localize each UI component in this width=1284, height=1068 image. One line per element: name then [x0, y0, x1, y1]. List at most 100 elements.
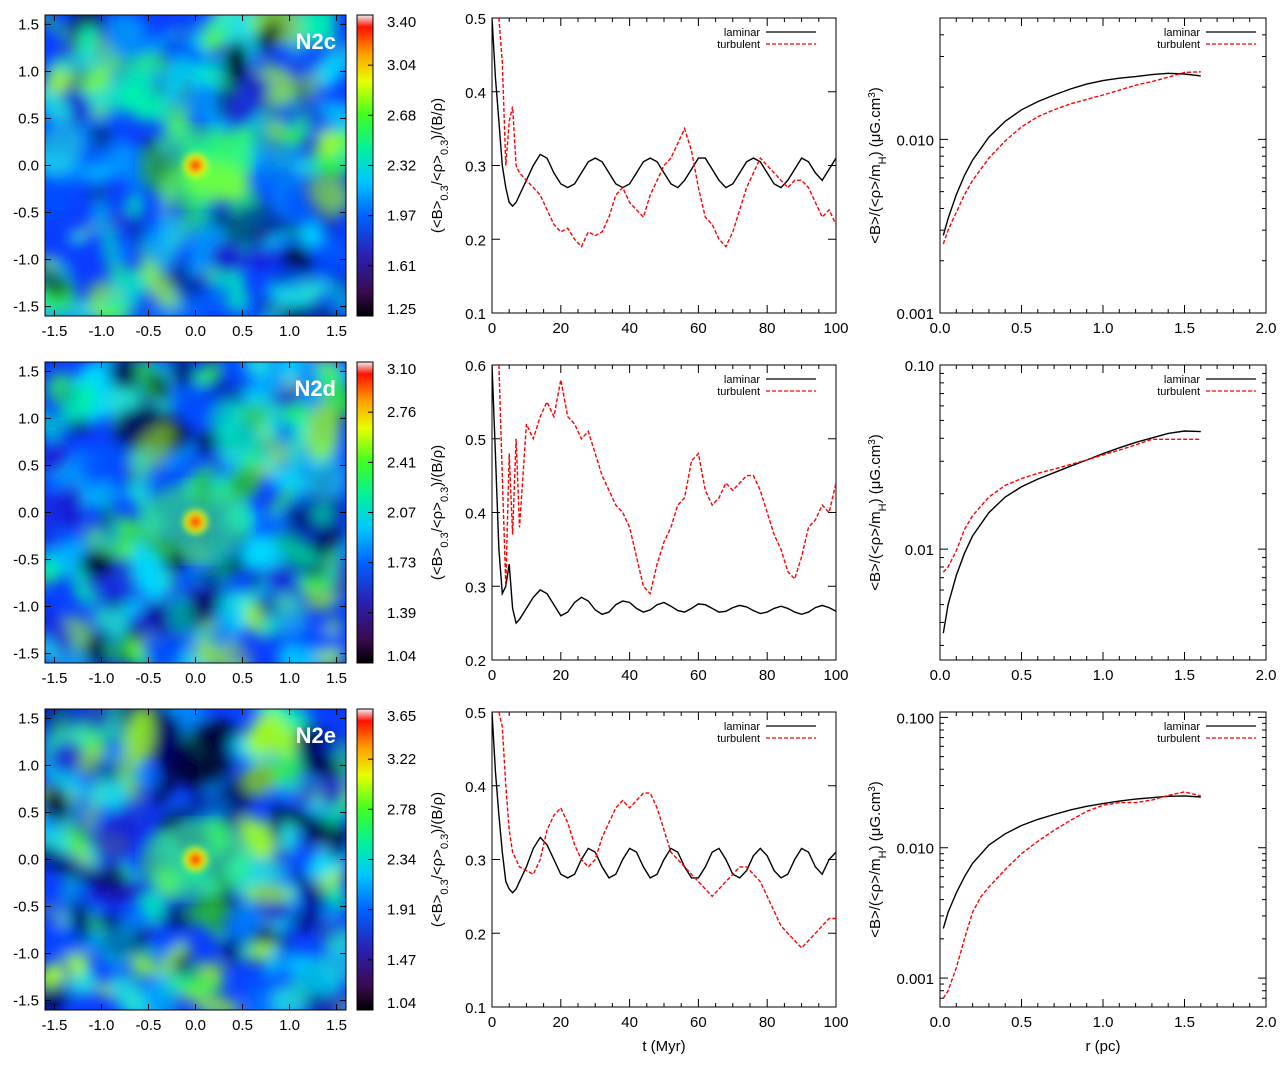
- time-ylabel: (<B>0.3/<ρ>0.3)/(B/ρ): [429, 98, 451, 233]
- colorbar-tick-label: 2.78: [387, 801, 416, 818]
- map-blob: [45, 266, 70, 300]
- map-blob: [186, 897, 229, 926]
- time-xtick-label: 100: [823, 320, 848, 337]
- radial-xtick-label: 0.0: [930, 667, 951, 684]
- map-blob: [244, 602, 263, 633]
- map-blob: [78, 550, 116, 577]
- time-xtick-label: 60: [690, 1014, 707, 1031]
- map-blob: [325, 902, 346, 916]
- colorbar-tick-label: 3.10: [387, 361, 416, 378]
- map-blob: [45, 602, 76, 658]
- radial-ylabel-group: <B>/(<ρ>/mH) (μG.cm3): [867, 87, 890, 244]
- map-blob: [263, 280, 301, 316]
- map-blob: [298, 784, 315, 805]
- map-blob: [87, 81, 121, 105]
- colorbar-tick-label: 1.97: [387, 208, 416, 225]
- time-xtick-label: 40: [621, 320, 638, 337]
- radial-profile-plot: 0.0 0.5 1.0 1.5 2.0 0.010 0.001 <B>/(<ρ>/mH) (μ…: [867, 17, 1276, 337]
- row-1: N2c -1.5 -1.0 -0.5 0.0 0.5 1.0 1.5 1.5 1.0 0.5 0.0 -…: [13, 11, 1276, 340]
- map-hotspot: [179, 843, 212, 876]
- radial-ytick-label: 0.001: [896, 971, 934, 988]
- series-laminar: [492, 365, 836, 625]
- map-blob: [236, 441, 266, 476]
- legend-laminar-label: laminar: [1164, 374, 1200, 386]
- time-series-group: [492, 365, 836, 625]
- map-blob: [50, 925, 80, 955]
- radial-profile-plot: 0.0 0.5 1.0 1.5 2.0 0.100 0.010 0.001 <B>/(<ρ>/m…: [867, 710, 1277, 1055]
- time-evolution-plot: 0 20 40 60 80 100 0.5 0.4 0.3 0.2 0.1 (<B>0.3/<ρ>0.…: [429, 705, 849, 1055]
- map-blob: [110, 140, 143, 168]
- map-blob: [45, 842, 78, 876]
- map-blob: [180, 626, 197, 645]
- time-ytick-label: 0.5: [465, 11, 486, 28]
- map-xtick-label: -1.0: [89, 1017, 115, 1034]
- colorbar-tick-label: 2.07: [387, 505, 416, 522]
- time-xtick-label: 20: [552, 320, 569, 337]
- map-blob: [118, 752, 142, 806]
- map-xtick-label: -0.5: [136, 670, 162, 687]
- colorbar-tick-label: 1.61: [387, 258, 416, 275]
- map-field: [45, 15, 346, 316]
- time-ylabel-group: (<B>0.3/<ρ>0.3)/(B/ρ): [429, 792, 451, 927]
- map-blob: [45, 84, 72, 124]
- map-blob: [177, 980, 225, 993]
- time-ytick-label: 0.3: [465, 853, 486, 870]
- time-ytick-label: 0.6: [465, 358, 486, 375]
- map-blob: [45, 529, 58, 549]
- time-xlabel: t (Myr): [642, 1038, 685, 1055]
- radial-xlabel: r (pc): [1086, 1038, 1121, 1055]
- radial-xtick-label: 0.0: [930, 320, 951, 337]
- radial-ytick-label: 0.10: [905, 358, 934, 375]
- map-ytick-label: 0.0: [18, 158, 39, 175]
- map-ytick-label: 0.5: [18, 110, 39, 127]
- map-blob: [321, 776, 346, 808]
- map-blob: [45, 52, 109, 74]
- map-blob: [108, 973, 149, 1010]
- map-blob: [312, 504, 333, 525]
- map-blob: [257, 42, 272, 59]
- time-xtick-label: 40: [621, 667, 638, 684]
- radial-xtick-label: 2.0: [1256, 1014, 1277, 1031]
- map-blob: [89, 123, 112, 149]
- map-blob: [193, 430, 218, 455]
- radial-plot-frame: [939, 364, 1267, 661]
- map-ytick-label: 0.0: [18, 852, 39, 869]
- colorbar: 3.10 2.76 2.41 2.07 1.73 1.39 1.04: [356, 361, 416, 665]
- radial-plot-frame: [939, 17, 1267, 314]
- map-blob: [241, 401, 267, 428]
- radial-profile-plot: 0.0 0.5 1.0 1.5 2.0 0.10 0.01 <B>/(<ρ>/mH) (μG.…: [867, 358, 1277, 684]
- map-blob: [130, 449, 153, 482]
- map-blob: [104, 297, 125, 306]
- map-ytick-label: 1.0: [18, 63, 39, 80]
- map-xtick-label: -1.5: [41, 1017, 67, 1034]
- map-blob: [322, 929, 346, 983]
- map-xtick-label: 1.5: [326, 1017, 347, 1034]
- time-series-group: [492, 18, 836, 248]
- radial-xtick-label: 1.0: [1093, 667, 1114, 684]
- map-blob: [60, 482, 85, 532]
- map-blob: [266, 479, 302, 517]
- time-evolution-plot: 0 20 40 60 80 100 0.6 0.5 0.4 0.3 0.2 (<B>0.3/<ρ>0.…: [429, 358, 849, 684]
- map-xtick-label: 0.5: [232, 323, 253, 340]
- map-blob: [131, 543, 167, 603]
- colorbar-tick-label: 1.39: [387, 605, 416, 622]
- radial-ylabel-group: <B>/(<ρ>/mH) (μG.cm3): [867, 781, 890, 938]
- radial-plot-frame: [939, 711, 1267, 1008]
- map-blob: [291, 34, 313, 59]
- map-field: [45, 709, 346, 1010]
- map-ytick-label: 0.0: [18, 505, 39, 522]
- time-xtick-label: 100: [823, 1014, 848, 1031]
- colorbar-tick-label: 2.32: [387, 158, 416, 175]
- legend-turbulent-label: turbulent: [717, 39, 760, 51]
- map-blob: [162, 441, 198, 472]
- time-ytick-label: 0.3: [465, 579, 486, 596]
- legend-laminar-label: laminar: [724, 374, 760, 386]
- time-ylabel: (<B>0.3/<ρ>0.3)/(B/ρ): [429, 445, 451, 580]
- map-blob: [45, 15, 70, 40]
- map-ytick-label: 1.5: [18, 16, 39, 33]
- map-blob: [104, 15, 148, 58]
- map-blob: [117, 599, 145, 617]
